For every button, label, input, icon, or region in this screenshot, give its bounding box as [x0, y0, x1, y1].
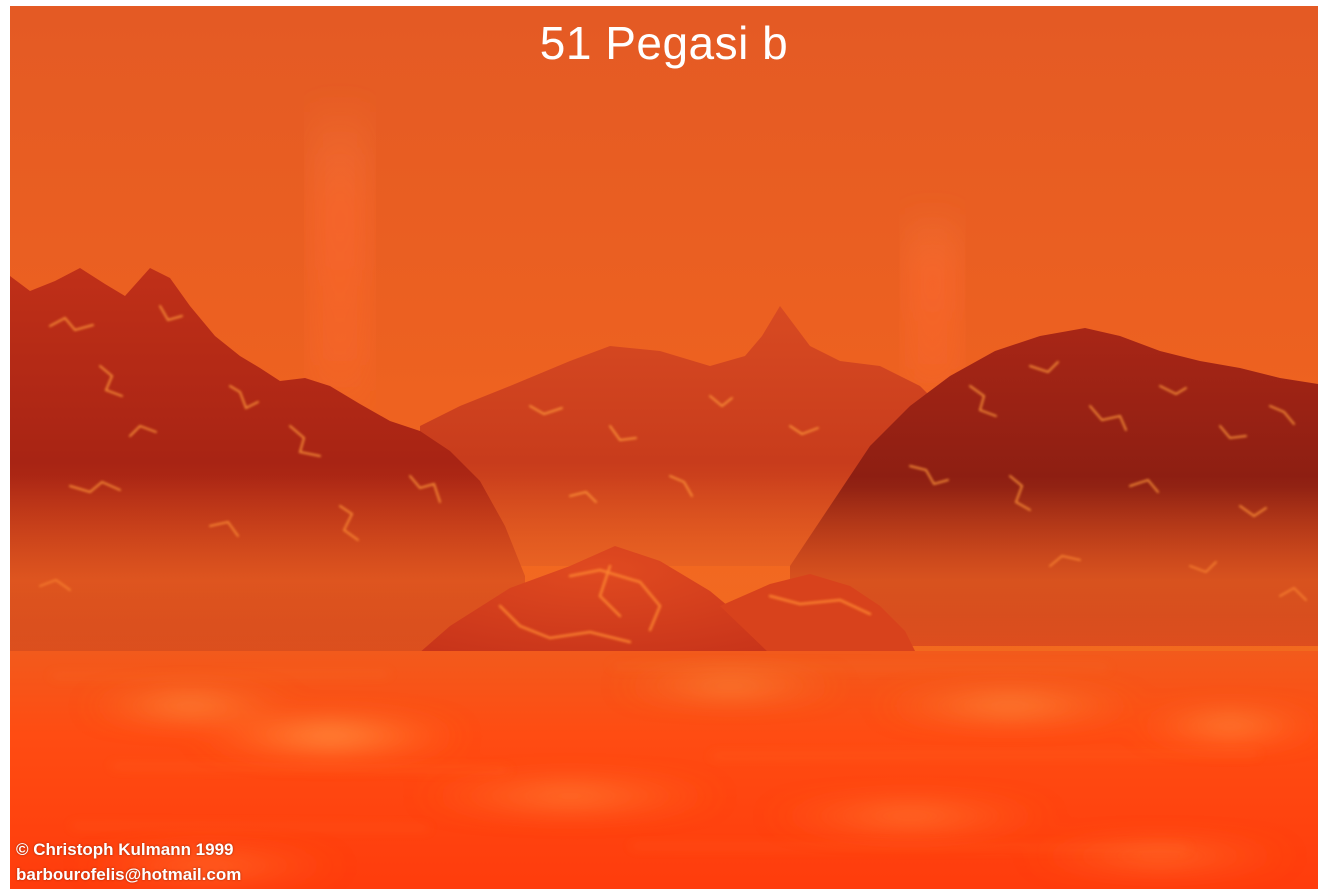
copyright-text: © Christoph Kulmann 1999: [16, 840, 234, 859]
foreground-mound-right: [720, 574, 915, 654]
scene-artwork: [10, 6, 1318, 889]
email-text: barbourofelis@hotmail.com: [16, 865, 242, 884]
lava-sea-glow: [70, 676, 1318, 880]
mound-cracks: [498, 564, 872, 644]
image-title: 51 Pegasi b: [539, 17, 789, 69]
lava-sea-ripples: [49, 665, 1261, 849]
lava-landscape-scene: 51 Pegasi b © Christoph Kulmann 1999 bar…: [10, 6, 1318, 889]
foreground-mound-left: [410, 546, 790, 666]
light-beam-left: [310, 96, 370, 426]
credits-block: © Christoph Kulmann 1999 barbourofelis@h…: [16, 837, 241, 887]
light-beam-right: [905, 206, 960, 406]
